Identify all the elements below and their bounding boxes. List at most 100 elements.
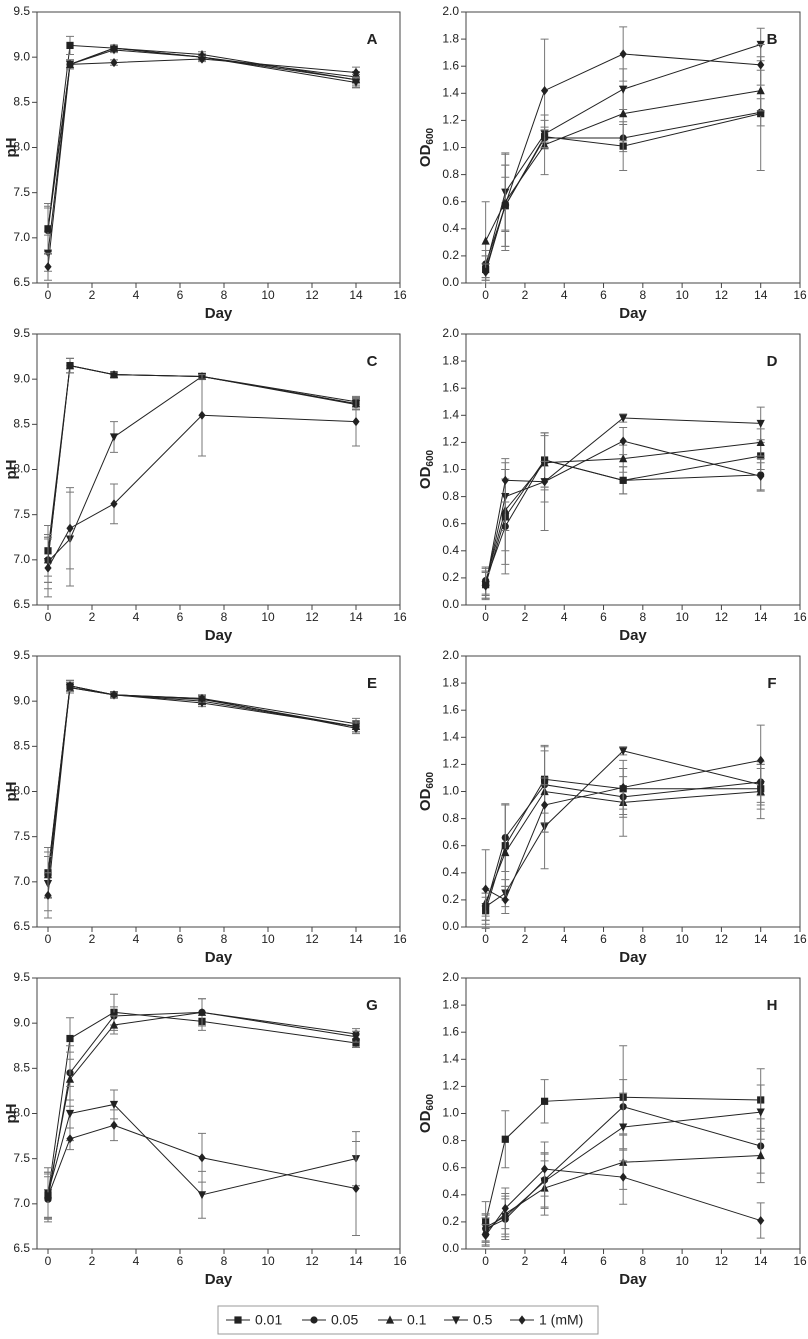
x-tick-label: 2 — [522, 288, 529, 302]
data-point — [66, 41, 74, 50]
data-point — [109, 1100, 119, 1110]
panel: 0 2 4 6 8 10 12 14 16 0.0 0.2 0.4 0.6 0.8 1.0 1.2 1.4 1.6… — [417, 4, 807, 322]
y-tick-label: 8.5 — [13, 417, 30, 431]
y-tick-label: 0.8 — [442, 489, 459, 503]
y-tick-label: 0.2 — [442, 892, 459, 906]
x-tick-label: 12 — [715, 1254, 729, 1268]
data-point — [109, 1020, 119, 1029]
x-axis-label: Day — [619, 305, 647, 322]
data-point — [619, 747, 628, 756]
y-tick-label: 0.0 — [442, 597, 459, 611]
data-point — [66, 681, 74, 691]
data-point — [352, 67, 360, 78]
panel-label: A — [367, 31, 378, 48]
data-point — [482, 1230, 490, 1241]
data-point — [66, 1134, 74, 1144]
plot-frame — [36, 11, 401, 284]
x-tick-label: 2 — [522, 1254, 529, 1268]
series-line — [47, 44, 357, 229]
data-point — [482, 884, 490, 894]
x-axis-label: Day — [619, 949, 647, 966]
data-point — [65, 1074, 75, 1083]
data-point — [756, 1108, 765, 1117]
x-tick-label: 4 — [133, 288, 140, 302]
y-tick-label: 1.4 — [442, 85, 459, 99]
data-point — [757, 755, 765, 765]
x-tick-label: 2 — [89, 1254, 96, 1268]
y-tick-label: 1.4 — [442, 729, 459, 743]
y-tick-label: 1.6 — [442, 380, 459, 394]
x-tick-label: 4 — [133, 610, 140, 624]
x-tick-label: 6 — [177, 932, 184, 946]
y-tick-label: 0.4 — [442, 1187, 459, 1201]
data-point — [66, 59, 74, 69]
data-point — [198, 54, 206, 64]
legend-marker — [385, 1315, 395, 1324]
legend: 0.01 0.05 0.1 0.5 1 (mM) — [217, 1305, 599, 1335]
x-tick-label: 8 — [639, 288, 646, 302]
y-tick-label: 9.0 — [13, 693, 30, 707]
x-tick-label: 16 — [393, 932, 407, 946]
x-axis-label: Day — [205, 1271, 233, 1288]
y-tick-label: 6.5 — [13, 597, 30, 611]
x-tick-label: 16 — [793, 932, 807, 946]
y-axis-label: OD600 — [417, 127, 436, 167]
y-tick-label: 0.8 — [442, 167, 459, 181]
data-point — [109, 46, 119, 55]
y-tick-label: 6.5 — [13, 1241, 30, 1255]
y-tick-label: 1.0 — [442, 462, 459, 476]
y-tick-label: 8.0 — [13, 462, 30, 476]
plot-frame — [465, 333, 801, 606]
data-point — [540, 477, 549, 487]
data-point — [619, 85, 628, 94]
x-tick-label: 14 — [349, 288, 363, 302]
plot-frame — [36, 977, 401, 1250]
y-tick-label: 0.2 — [442, 248, 459, 262]
y-tick-label: 0.2 — [442, 570, 459, 584]
data-point — [352, 723, 360, 733]
y-tick-label: 0.6 — [442, 516, 459, 530]
data-point — [756, 419, 765, 429]
y-tick-label: 1.6 — [442, 58, 459, 72]
panel-label: B — [767, 31, 778, 48]
x-tick-label: 6 — [600, 288, 607, 302]
y-axis-label-main: pH — [3, 1104, 20, 1124]
x-tick-label: 0 — [45, 1254, 52, 1268]
series-line — [47, 685, 357, 875]
y-tick-label: 9.5 — [13, 4, 30, 18]
panel-label: H — [767, 997, 778, 1014]
data-point — [43, 224, 53, 233]
x-tick-label: 16 — [393, 288, 407, 302]
y-tick-label: 9.0 — [13, 49, 30, 63]
y-tick-label: 9.0 — [13, 1015, 30, 1029]
y-tick-label: 0.4 — [442, 543, 459, 557]
x-tick-label: 14 — [349, 1254, 363, 1268]
panel: 0 2 4 6 8 10 12 14 16 0.0 0.2 0.4 0.6 0.8 1.0 1.2 1.4 1.6… — [417, 326, 807, 644]
y-tick-label: 0.6 — [442, 1160, 459, 1174]
x-axis-label: Day — [205, 627, 233, 644]
x-tick-label: 16 — [793, 1254, 807, 1268]
data-point — [351, 78, 361, 88]
data-point — [109, 370, 119, 379]
data-point — [501, 895, 509, 905]
plot-frame — [36, 655, 401, 928]
x-tick-label: 12 — [305, 610, 319, 624]
y-tick-label: 2.0 — [442, 648, 459, 662]
y-tick-label: 9.5 — [13, 970, 30, 984]
data-point — [110, 57, 118, 68]
y-tick-label: 0.0 — [442, 1241, 459, 1255]
x-tick-label: 14 — [754, 932, 768, 946]
x-tick-label: 8 — [639, 610, 646, 624]
x-tick-label: 6 — [177, 610, 184, 624]
legend-label: 0.05 — [331, 1312, 358, 1328]
y-tick-label: 1.8 — [442, 997, 459, 1011]
x-tick-label: 6 — [177, 288, 184, 302]
y-axis-label-main: pH — [3, 460, 20, 480]
x-tick-label: 4 — [561, 288, 568, 302]
y-tick-label: 1.8 — [442, 353, 459, 367]
data-point — [44, 1192, 52, 1202]
y-axis-label-main: OD — [417, 1110, 434, 1133]
legend-marker — [310, 1316, 318, 1324]
